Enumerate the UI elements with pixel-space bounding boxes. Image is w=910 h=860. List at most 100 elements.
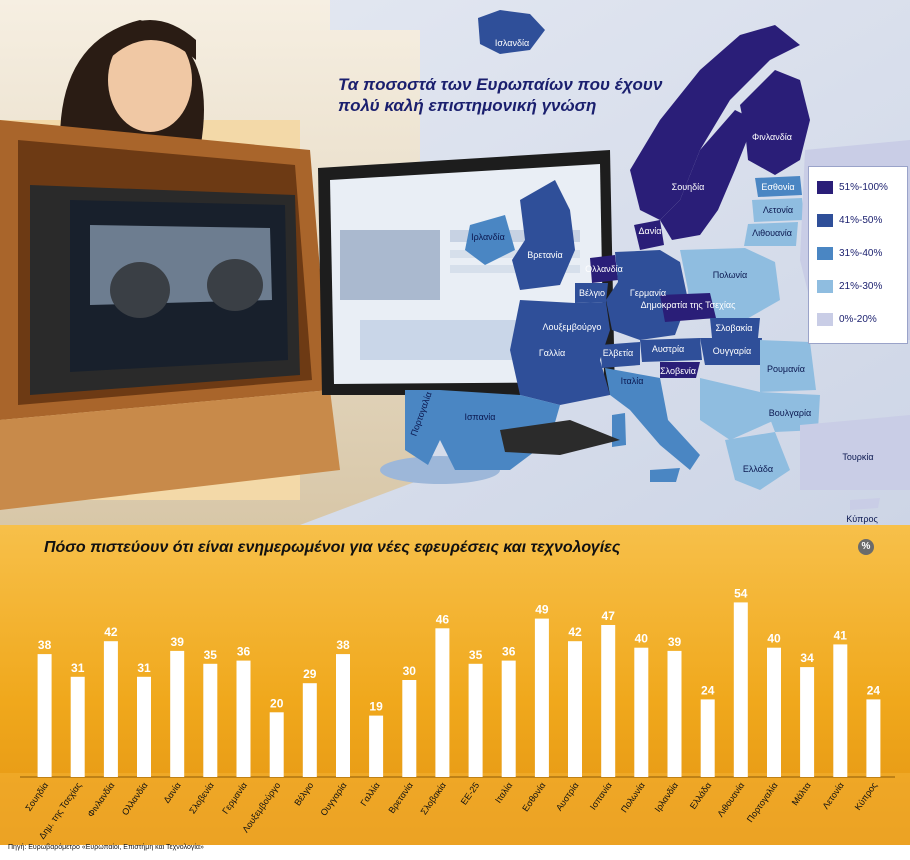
country-label-kypros: Κύπρος <box>846 514 878 524</box>
bar <box>501 660 516 777</box>
bar-value-label: 29 <box>303 667 317 681</box>
country-label-voulgaria: Βουλγαρία <box>769 408 811 418</box>
bar-value-label: 19 <box>369 700 383 714</box>
legend-item: 51%-100% <box>817 179 888 195</box>
country-gallia <box>510 300 610 405</box>
bar-value-label: 54 <box>734 586 748 600</box>
country-dania <box>634 220 664 250</box>
unit-badge: % <box>858 539 874 555</box>
bar <box>336 654 350 777</box>
bar <box>667 650 682 777</box>
bar-value-label: 38 <box>336 638 350 652</box>
country-label-ispania: Ισπανία <box>464 412 495 422</box>
bar-value-label: 20 <box>270 696 284 710</box>
country-roumania <box>760 340 816 392</box>
country-lithouania <box>744 222 798 246</box>
map-section: Ισλανδία Φινλανδία Σουηδία Δανία Ολλανδία Δημ… <box>0 0 910 525</box>
country-label-ollandia: Ολλανδία <box>585 264 623 274</box>
legend-swatch <box>817 279 833 293</box>
country-latvia <box>752 198 804 222</box>
bar-value-label: 39 <box>171 635 185 649</box>
legend-label: 21%-30% <box>839 280 883 292</box>
bar <box>866 699 881 777</box>
legend-swatch <box>817 312 833 326</box>
country-label-velgio: Βέλγιο <box>579 288 605 298</box>
country-label-afstria: Αυστρία <box>652 344 684 354</box>
legend-label: 41%-50% <box>839 214 883 226</box>
country-finlandia <box>740 70 810 175</box>
bar-value-label: 35 <box>469 648 483 662</box>
country-italia <box>605 368 700 470</box>
bar <box>700 699 715 777</box>
country-label-dania: Δανία <box>639 226 662 236</box>
country-voulgaria <box>760 392 820 432</box>
country-label-italia: Ιταλία <box>621 376 644 386</box>
country-label-finlandia: Φινλανδία <box>752 132 792 142</box>
source-note: Πηγή: Ευρωβαρόμετρο «Ευρωπαίοι, Επιστήμη… <box>8 844 204 851</box>
country-label-slovenia: Σλοβενία <box>660 366 696 376</box>
bar-value-label: 34 <box>800 651 814 665</box>
country-label-slovakia: Σλοβακία <box>715 323 752 333</box>
country-label-oungaria: Ουγγαρία <box>713 346 751 356</box>
country-ollandia <box>590 255 618 283</box>
bar-value-label: 36 <box>502 645 516 659</box>
bar-value-label: 35 <box>204 648 218 662</box>
legend-item: 0%-20% <box>817 311 877 327</box>
country-esthonia <box>755 176 802 197</box>
legend-item: 21%-30% <box>817 278 882 294</box>
country-portogalia <box>405 390 440 465</box>
bar-value-label: 49 <box>535 603 549 617</box>
chart-section: 38 Σουηδία 31 Δημ. της Τσεχίας 42 Φινλανδία 31… <box>0 525 910 845</box>
bar-value-label: 46 <box>436 612 450 626</box>
bar-value-label: 40 <box>767 632 781 646</box>
bar-value-label: 24 <box>867 683 881 697</box>
country-slovakia <box>710 318 760 338</box>
chart-label-band <box>0 773 910 845</box>
bar <box>37 654 52 777</box>
country-balkans <box>700 378 775 440</box>
legend-item: 41%-50% <box>817 212 882 228</box>
bar <box>833 644 848 777</box>
country-oungaria <box>700 338 762 365</box>
country-tourkia <box>800 415 910 490</box>
country-label-germania: Γερμανία <box>630 288 666 298</box>
bar <box>634 647 649 777</box>
country-label-irlandia: Ιρλανδία <box>471 232 505 242</box>
bar-value-label: 31 <box>137 661 151 675</box>
bar <box>236 660 251 777</box>
country-irlandia <box>465 215 515 265</box>
bar-value-label: 40 <box>635 632 649 646</box>
country-label-soudia: Σουηδία <box>672 182 705 192</box>
bar <box>269 712 284 777</box>
country-label-islandia: Ισλανδία <box>495 38 529 48</box>
country-label-tourkia: Τουρκία <box>842 452 873 462</box>
legend-swatch <box>817 213 833 227</box>
bar-value-label: 47 <box>602 609 616 623</box>
chart-title: Πόσο πιστεύουν ότι είναι ενημερωμένοι γι… <box>44 539 621 556</box>
bar-value-label: 38 <box>38 638 52 652</box>
bar-value-label: 41 <box>834 628 848 642</box>
country-kypros <box>850 498 880 510</box>
bar <box>800 667 815 777</box>
bar <box>468 663 483 777</box>
country-islandia <box>478 10 545 54</box>
country-norway <box>630 25 800 220</box>
bar <box>534 618 549 777</box>
country-label-lithouania: Λιθουανία <box>752 228 792 238</box>
bar-value-label: 31 <box>71 661 85 675</box>
country-tsechia <box>660 293 716 322</box>
bar <box>203 663 218 777</box>
bar <box>601 625 616 777</box>
country-label-elvetia: Ελβετία <box>603 348 633 358</box>
bar <box>369 715 384 777</box>
legend-swatch <box>817 246 833 260</box>
country-vretania <box>512 180 575 290</box>
bar <box>767 647 781 777</box>
country-elvetia <box>600 342 640 368</box>
legend-label: 0%-20% <box>839 313 877 325</box>
bar <box>302 683 317 777</box>
country-label-latvia: Λετονία <box>763 205 793 215</box>
island-sardinia <box>612 413 626 447</box>
bar <box>733 602 748 777</box>
